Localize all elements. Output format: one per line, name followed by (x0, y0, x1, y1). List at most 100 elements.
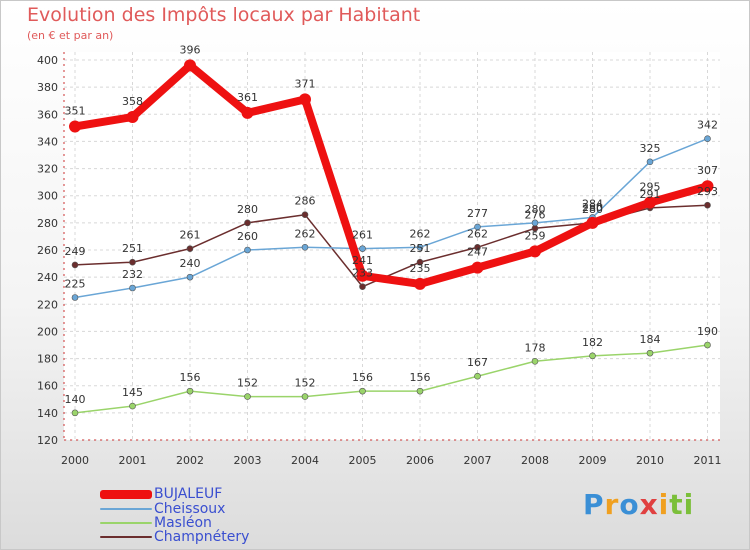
logo-letter: r (604, 488, 620, 521)
logo-letter: x (639, 488, 659, 521)
data-point-bujaleuf (241, 106, 254, 119)
data-point-masleon (359, 387, 366, 395)
data-point-bujaleuf (69, 120, 81, 133)
plot-area (64, 52, 720, 440)
data-point-bujaleuf (529, 245, 541, 258)
data-label-cheissoux: 277 (467, 207, 488, 220)
data-point-champnetery (129, 258, 136, 266)
data-point-cheissoux (704, 135, 711, 143)
x-tick-label: 2001 (119, 454, 147, 467)
series-line-cheissoux (74, 137, 709, 299)
data-label-bujaleuf: 295 (640, 181, 661, 194)
data-point-cheissoux (416, 243, 424, 251)
data-label-bujaleuf: 351 (65, 105, 86, 118)
logo-letter: i (658, 488, 670, 521)
logo-letter: o (619, 488, 640, 521)
legend-label-bujaleuf: BUJALEUF (154, 486, 223, 502)
legend-swatch-masleon (100, 522, 152, 524)
data-label-bujaleuf: 241 (352, 254, 373, 267)
legend-item-champnetery: Champnétery (100, 529, 249, 545)
data-label-cheissoux: 232 (122, 268, 143, 281)
data-point-champnetery (704, 201, 711, 209)
x-tick-label: 2003 (234, 454, 262, 467)
data-label-champnetery: 276 (525, 208, 546, 221)
data-label-bujaleuf: 396 (180, 43, 201, 56)
data-point-bujaleuf (471, 261, 484, 274)
data-label-cheissoux: 342 (697, 119, 718, 132)
data-label-cheissoux: 240 (180, 257, 201, 270)
data-point-champnetery (474, 243, 481, 251)
data-point-bujaleuf (126, 111, 139, 123)
data-point-champnetery (359, 283, 366, 290)
x-tick-label: 2004 (291, 454, 319, 467)
data-point-bujaleuf (586, 216, 599, 229)
x-tick-label: 2006 (406, 454, 434, 467)
data-point-bujaleuf (701, 180, 714, 193)
x-tick-label: 2005 (349, 454, 377, 467)
data-label-champnetery: 286 (295, 195, 316, 208)
series-line-bujaleuf (71, 61, 712, 288)
data-label-bujaleuf: 358 (122, 95, 143, 108)
legend-label-cheissoux: Cheissoux (154, 501, 226, 517)
data-point-bujaleuf (414, 277, 426, 290)
data-label-champnetery: 280 (582, 203, 603, 216)
data-point-champnetery (186, 245, 194, 252)
data-label-masleon: 156 (410, 371, 431, 384)
data-label-champnetery: 280 (237, 203, 258, 216)
data-point-masleon (474, 372, 481, 380)
data-point-masleon (531, 357, 539, 365)
y-tick-label: 200 (37, 325, 58, 338)
y-tick-label: 280 (37, 217, 58, 230)
data-point-cheissoux (359, 245, 366, 252)
y-tick-label: 380 (37, 81, 58, 94)
data-label-masleon: 182 (582, 336, 603, 349)
data-label-cheissoux: 261 (352, 229, 373, 242)
data-label-cheissoux: 284 (582, 197, 603, 210)
data-point-cheissoux (646, 158, 654, 166)
logo-letter: t (669, 488, 684, 521)
x-tick-label: 2000 (61, 454, 89, 467)
legend-item-bujaleuf: BUJALEUF (100, 486, 222, 502)
data-label-bujaleuf: 371 (295, 77, 316, 90)
data-label-cheissoux: 280 (525, 203, 546, 216)
chart-title: Evolution des Impôts locaux par Habitant (27, 4, 421, 26)
y-tick-label: 240 (37, 271, 58, 284)
data-label-cheissoux: 325 (640, 142, 661, 155)
x-tick-label: 2011 (694, 454, 722, 467)
data-label-bujaleuf: 361 (237, 91, 258, 104)
data-label-masleon: 178 (525, 341, 546, 354)
data-label-masleon: 145 (122, 386, 143, 399)
data-point-cheissoux (186, 273, 194, 281)
y-tick-label: 360 (37, 108, 58, 121)
data-label-cheissoux: 260 (237, 230, 258, 243)
y-tick-label: 400 (37, 54, 58, 67)
data-label-cheissoux: 262 (295, 227, 316, 240)
data-point-champnetery (244, 219, 251, 227)
y-tick-label: 320 (37, 163, 58, 176)
data-label-masleon: 152 (295, 377, 316, 390)
legend-label-champnetery: Champnétery (154, 529, 250, 545)
data-label-bujaleuf: 259 (525, 229, 546, 242)
data-point-masleon (71, 409, 79, 417)
data-point-cheissoux (474, 223, 481, 231)
legend-item-masleon: Masléon (100, 515, 212, 531)
y-tick-label: 340 (37, 135, 58, 148)
chart-subtitle: (en € et par an) (27, 29, 114, 42)
data-point-cheissoux (301, 243, 309, 251)
series-line-masleon (74, 344, 709, 414)
y-tick-label: 180 (37, 353, 58, 366)
y-tick-label: 300 (37, 190, 58, 203)
data-point-masleon (129, 402, 136, 410)
data-point-masleon (646, 349, 654, 357)
data-label-champnetery: 262 (467, 227, 488, 240)
legend-swatch-cheissoux (100, 508, 152, 510)
data-point-masleon (589, 352, 596, 360)
data-label-bujaleuf: 235 (410, 262, 431, 275)
data-label-bujaleuf: 307 (697, 164, 718, 177)
logo-letter: P (583, 488, 605, 521)
data-point-bujaleuf (356, 269, 369, 282)
data-label-cheissoux: 262 (410, 227, 431, 240)
data-point-bujaleuf (299, 93, 311, 106)
data-point-cheissoux (244, 246, 251, 254)
